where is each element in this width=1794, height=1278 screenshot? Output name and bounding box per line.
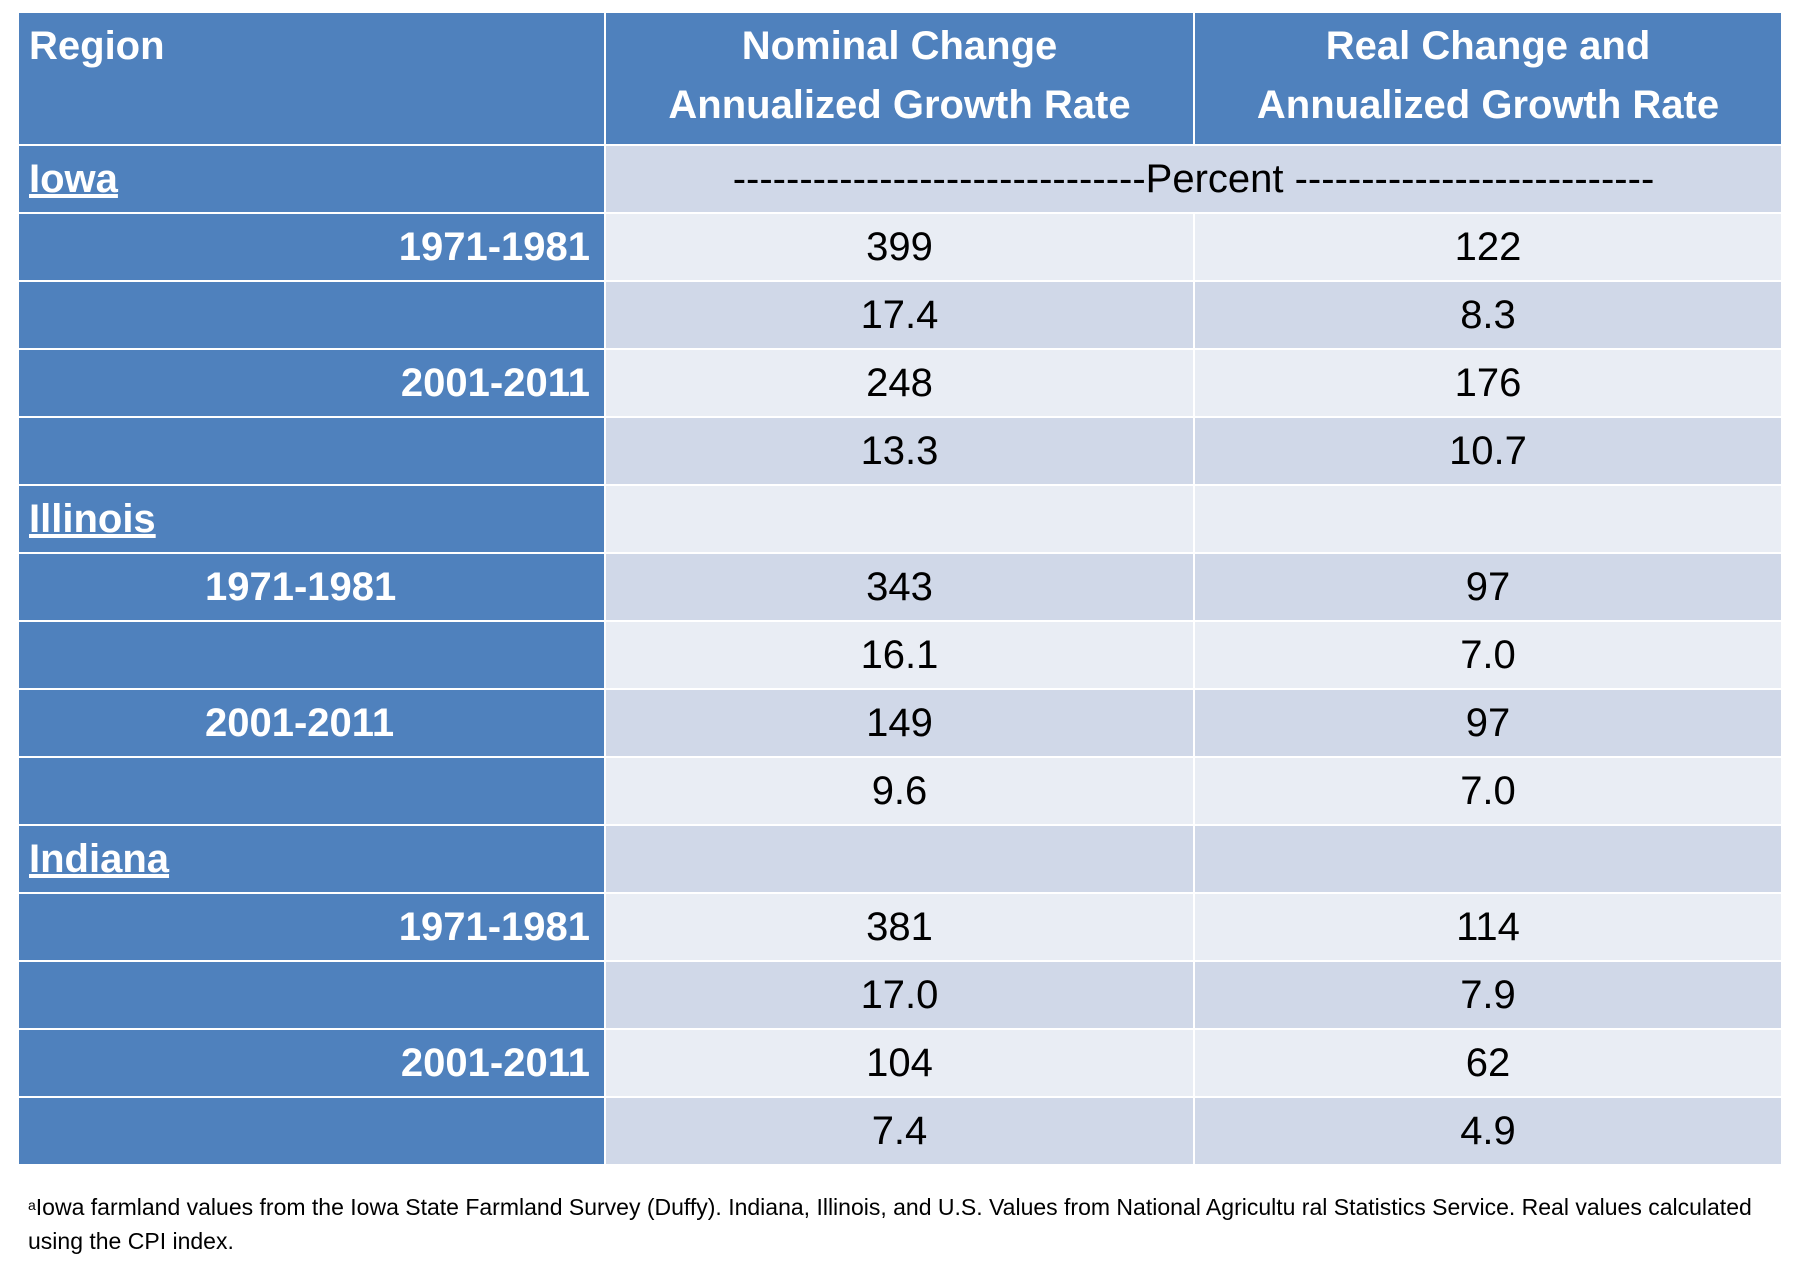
footnote-marker: a: [28, 1197, 36, 1213]
header-real-line1: Real Change and: [1325, 24, 1651, 68]
period-label: [17, 1096, 606, 1166]
table-row: 2001-2011 149 97: [17, 688, 1783, 758]
real-value: 7.0: [1193, 620, 1783, 690]
real-value: [1193, 824, 1783, 894]
nominal-value: 343: [604, 552, 1195, 622]
real-value: 176: [1193, 348, 1783, 418]
table-row: 16.1 7.0: [17, 620, 1783, 690]
period-label: 1971-1981: [17, 552, 606, 622]
footnote-text: Iowa farmland values from the Iowa State…: [28, 1194, 1752, 1254]
table-header-row: Region Nominal Change Annualized Growth …: [17, 11, 1783, 146]
nominal-value: 17.4: [604, 280, 1195, 350]
nominal-value: [604, 824, 1195, 894]
period-label: [17, 620, 606, 690]
nominal-value: 7.4: [604, 1096, 1195, 1166]
real-value: 10.7: [1193, 416, 1783, 486]
period-label: [17, 416, 606, 486]
header-region: Region: [17, 11, 606, 146]
units-row: -------------------------------Percent -…: [604, 144, 1783, 214]
nominal-value: 13.3: [604, 416, 1195, 486]
farmland-value-change-table: Region Nominal Change Annualized Growth …: [17, 11, 1783, 1166]
region-label: Indiana: [17, 824, 606, 894]
period-label: 1971-1981: [17, 212, 606, 282]
table-row: 1971-1981 399 122: [17, 212, 1783, 282]
nominal-value: 381: [604, 892, 1195, 962]
table-row: 17.4 8.3: [17, 280, 1783, 350]
period-label: 1971-1981: [17, 892, 606, 962]
period-label: 2001-2011: [17, 348, 606, 418]
table-row: 9.6 7.0: [17, 756, 1783, 826]
real-value: 114: [1193, 892, 1783, 962]
nominal-value: [604, 484, 1195, 554]
period-label: 2001-2011: [17, 1028, 606, 1098]
real-value: 4.9: [1193, 1096, 1783, 1166]
nominal-value: 149: [604, 688, 1195, 758]
nominal-value: 399: [604, 212, 1195, 282]
period-label: [17, 280, 606, 350]
nominal-value: 16.1: [604, 620, 1195, 690]
header-nominal-line1: Nominal Change: [741, 24, 1058, 68]
header-real-line2: Annualized Growth Rate: [1256, 83, 1720, 127]
table-row: 2001-2011 248 176: [17, 348, 1783, 418]
real-value: [1193, 484, 1783, 554]
table-row: 17.0 7.9: [17, 960, 1783, 1030]
real-value: 8.3: [1193, 280, 1783, 350]
real-value: 97: [1193, 688, 1783, 758]
table-row: 1971-1981 381 114: [17, 892, 1783, 962]
farmland-table-container: Region Nominal Change Annualized Growth …: [17, 11, 1783, 1166]
nominal-value: 248: [604, 348, 1195, 418]
header-nominal-line2: Annualized Growth Rate: [668, 83, 1131, 127]
table-row: 1971-1981 343 97: [17, 552, 1783, 622]
table-row: 7.4 4.9: [17, 1096, 1783, 1166]
period-label: 2001-2011: [17, 688, 606, 758]
table-row: 2001-2011 104 62: [17, 1028, 1783, 1098]
period-label: [17, 960, 606, 1030]
nominal-value: 104: [604, 1028, 1195, 1098]
header-real: Real Change and Annualized Growth Rate: [1193, 11, 1783, 146]
footnote: aIowa farmland values from the Iowa Stat…: [28, 1190, 1768, 1258]
region-row-indiana: Indiana: [17, 824, 1783, 894]
real-value: 122: [1193, 212, 1783, 282]
table-row: 13.3 10.7: [17, 416, 1783, 486]
region-label: Iowa: [17, 144, 606, 214]
real-value: 7.9: [1193, 960, 1783, 1030]
nominal-value: 17.0: [604, 960, 1195, 1030]
region-row-illinois: Illinois: [17, 484, 1783, 554]
real-value: 7.0: [1193, 756, 1783, 826]
nominal-value: 9.6: [604, 756, 1195, 826]
region-label: Illinois: [17, 484, 606, 554]
period-label: [17, 756, 606, 826]
real-value: 97: [1193, 552, 1783, 622]
header-nominal: Nominal Change Annualized Growth Rate: [604, 11, 1195, 146]
region-row-iowa: Iowa -------------------------------Perc…: [17, 144, 1783, 214]
real-value: 62: [1193, 1028, 1783, 1098]
